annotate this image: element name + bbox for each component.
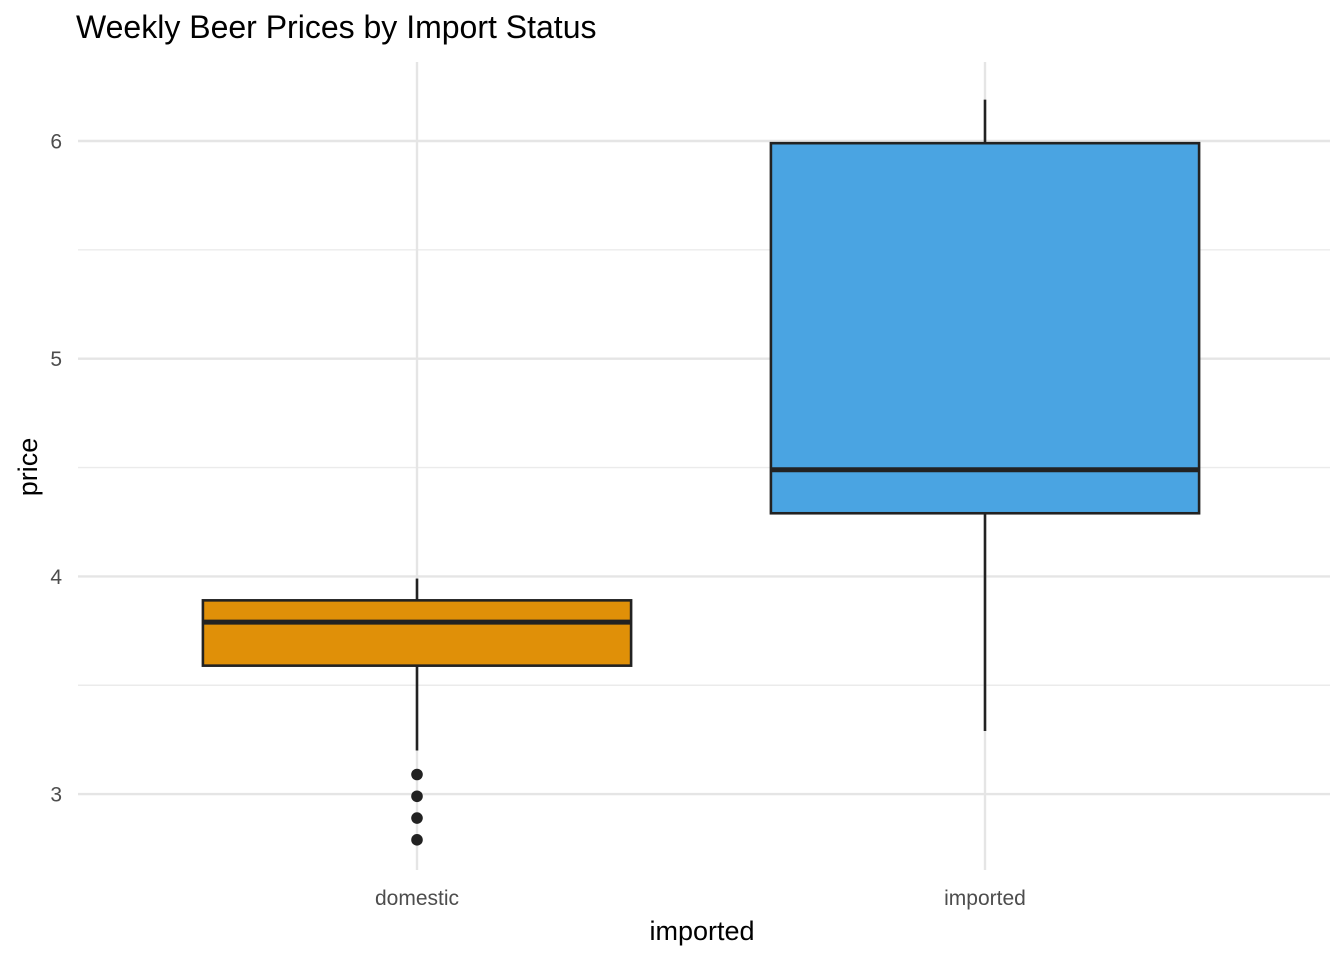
- chart-title: Weekly Beer Prices by Import Status: [76, 9, 596, 45]
- outlier-point: [411, 768, 423, 781]
- y-axis-title: price: [13, 438, 43, 497]
- tick-labels: 3 4 5 6 domestic imported: [50, 131, 1026, 911]
- iqr-box: [769, 141, 1201, 515]
- y-tick-label: 4: [50, 566, 62, 589]
- boxes: [201, 99, 1201, 846]
- outlier-point: [411, 790, 423, 803]
- outlier-point: [411, 812, 423, 824]
- x-tick-label: imported: [944, 887, 1026, 910]
- iqr-box: [201, 599, 633, 667]
- x-axis-title: imported: [649, 916, 754, 946]
- x-tick-label: domestic: [375, 887, 459, 910]
- y-tick-label: 3: [50, 784, 62, 807]
- y-tick-label: 6: [50, 131, 62, 154]
- y-tick-label: 5: [50, 348, 62, 371]
- box-imported: [769, 99, 1201, 731]
- box-domestic: [201, 578, 633, 846]
- outlier-point: [411, 834, 423, 846]
